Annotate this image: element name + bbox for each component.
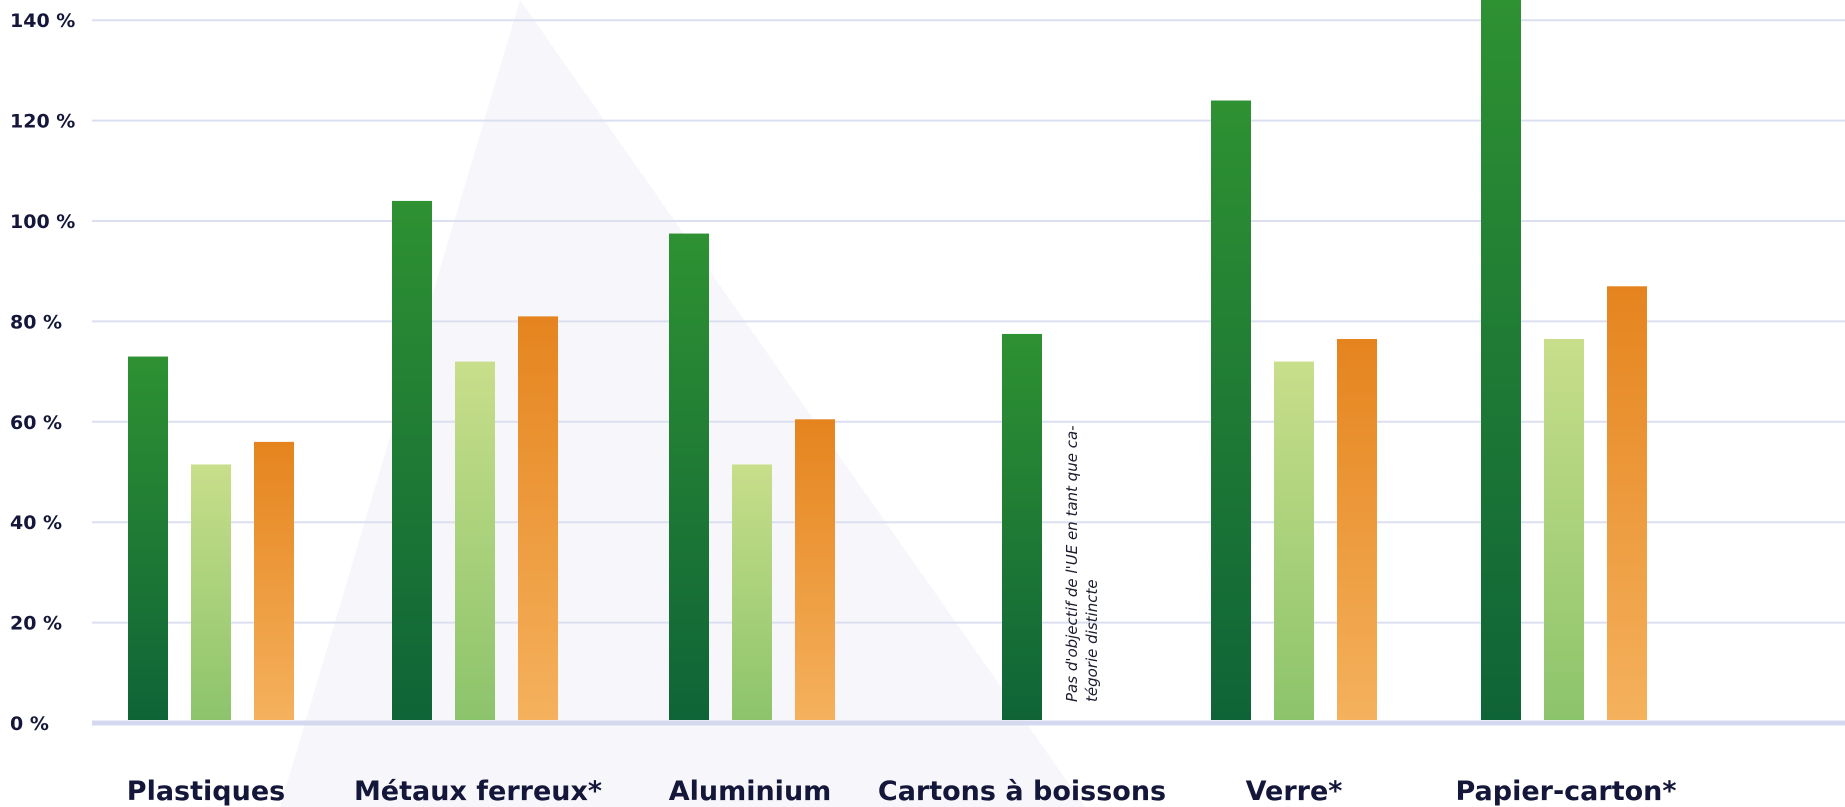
y-tick-label: 120 %	[10, 111, 75, 133]
bar	[518, 316, 558, 720]
bar	[455, 361, 495, 720]
bar	[669, 233, 709, 721]
bar	[1274, 361, 1314, 720]
bar	[1337, 338, 1377, 720]
category-label: Métaux ferreux*	[354, 776, 602, 807]
category-label: Plastiques	[127, 776, 285, 807]
bar	[1002, 333, 1042, 720]
category-label: Cartons à boissons	[878, 776, 1166, 807]
bar	[254, 441, 294, 720]
y-tick-label: 0 %	[10, 713, 49, 735]
bar	[1481, 0, 1521, 720]
annotation-no-eu-target: Pas d'objectif de l'UE en tant que ca-té…	[1063, 425, 1101, 702]
y-tick-label: 80 %	[10, 311, 62, 333]
bar	[1211, 100, 1251, 720]
bars	[128, 0, 1647, 721]
x-axis-categories: Plastiques Métaux ferreux* Aluminium Carton…	[127, 776, 1677, 807]
y-tick-label: 60 %	[10, 412, 62, 434]
bar	[191, 464, 231, 720]
y-tick-label: 40 %	[10, 512, 62, 534]
bar	[1607, 286, 1647, 720]
category-label: Aluminium	[669, 776, 832, 807]
annotation-line: Pas d'objectif de l'UE en tant que ca-	[1063, 425, 1081, 702]
bar	[732, 464, 772, 720]
bar	[128, 356, 168, 720]
bar	[1544, 338, 1584, 720]
category-label: Verre*	[1246, 776, 1343, 807]
y-tick-label: 100 %	[10, 211, 75, 233]
y-tick-label: 20 %	[10, 613, 62, 635]
bar	[795, 419, 835, 720]
y-axis-ticks: 0 % 20 % 40 % 60 % 80 % 100 % 120 % 140 %	[10, 10, 75, 735]
y-tick-label: 140 %	[10, 10, 75, 32]
annotation-line: tégorie distincte	[1083, 579, 1101, 702]
category-label: Papier-carton*	[1455, 776, 1676, 807]
bar	[392, 200, 432, 721]
